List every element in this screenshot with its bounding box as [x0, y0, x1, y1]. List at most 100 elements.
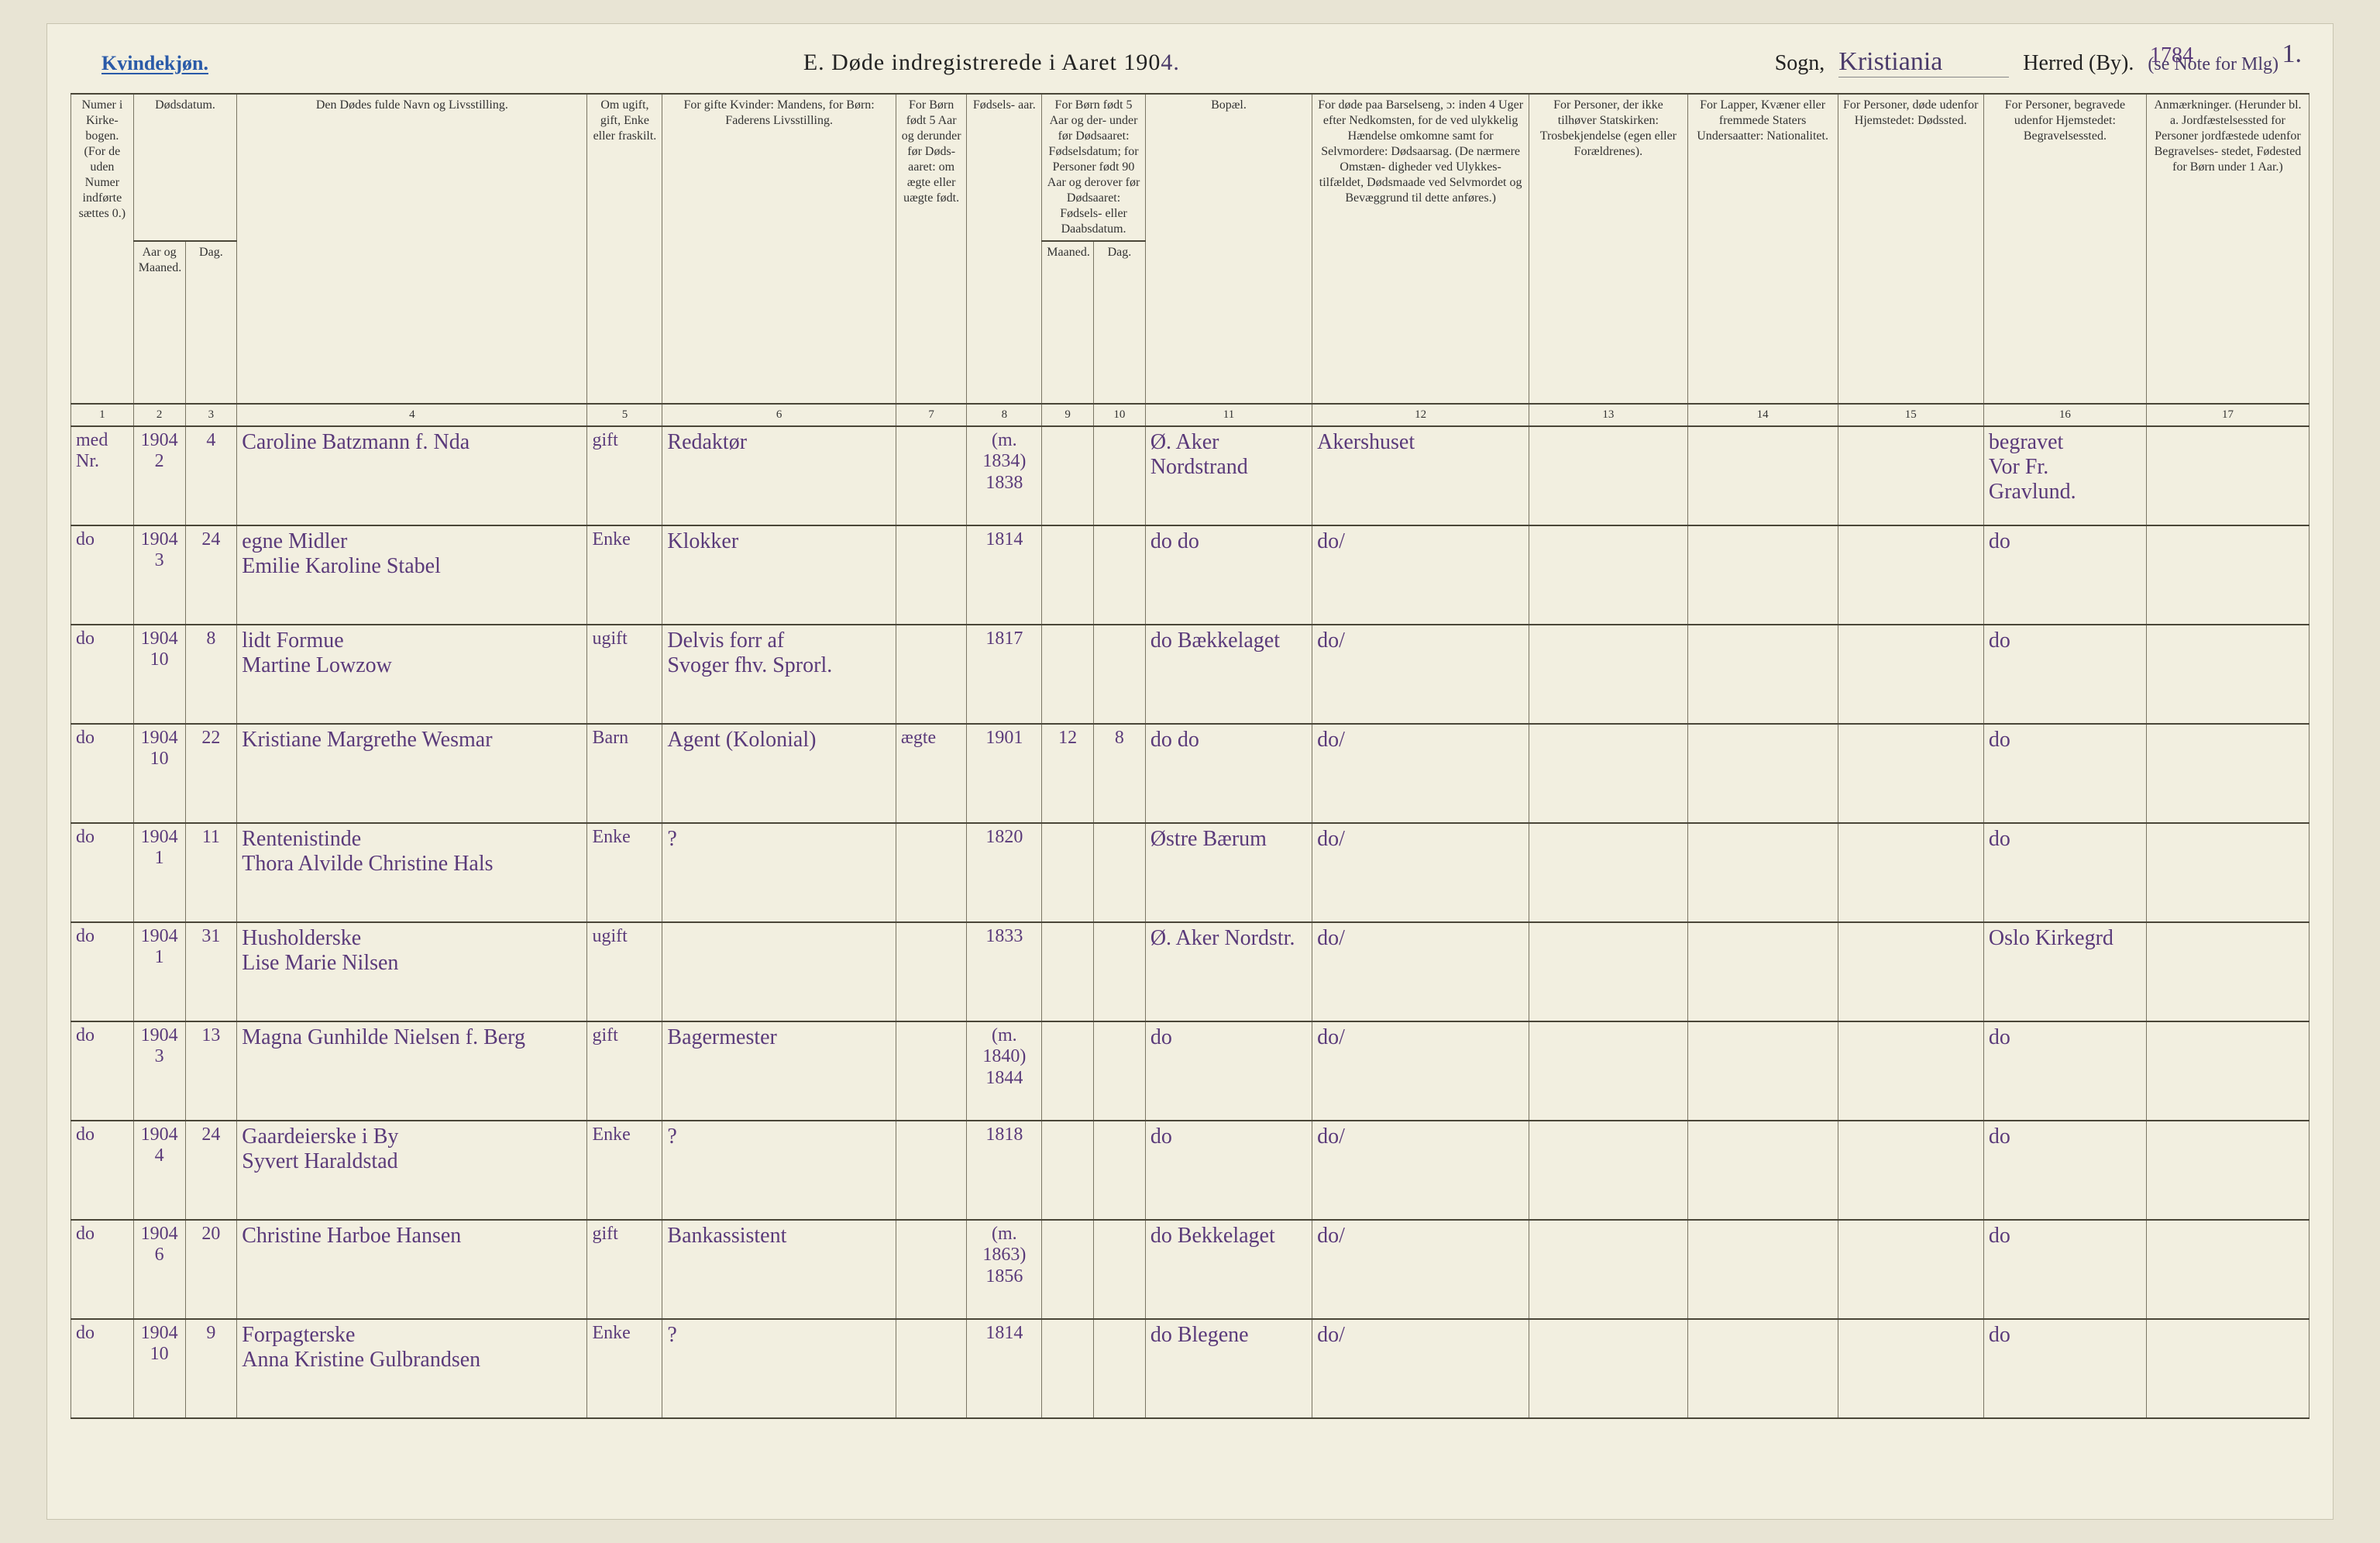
cell-c8: 1901: [967, 724, 1042, 823]
title-year-hand: 4.: [1161, 50, 1180, 75]
sogn-value: Kristiania: [1838, 47, 2009, 77]
col-header-2: Aar og Maaned.: [133, 241, 185, 404]
cell-text: do: [76, 827, 95, 847]
herred-label: Herred (By).: [2023, 51, 2134, 76]
cell-c11: do Bekkelaget: [1145, 1220, 1312, 1319]
cell-c16: do: [1983, 1319, 2146, 1418]
cell-text: do: [1989, 529, 2010, 553]
cell-c1: do: [71, 525, 134, 625]
cell-text: 11: [202, 827, 220, 847]
cell-c13: [1529, 823, 1688, 922]
cell-c17: [2146, 724, 2309, 823]
cell-text: do: [1989, 1125, 2010, 1149]
cell-text: 1818: [985, 1125, 1023, 1145]
col-header-14: For Lapper, Kvæner eller fremmede Stater…: [1687, 94, 1838, 404]
cell-text: 1904 6: [141, 1224, 178, 1266]
cell-text: (m. 1840) 1844: [982, 1025, 1026, 1088]
cell-text: Gaardeierske i By Syvert Haraldstad: [242, 1125, 398, 1173]
table-row: do1904 313Magna Gunhilde Nielsen f. Berg…: [71, 1021, 2309, 1121]
col-header-11: Bopæl.: [1145, 94, 1312, 404]
cell-c8: (m. 1840) 1844: [967, 1021, 1042, 1121]
cell-c3: 22: [185, 724, 237, 823]
cell-c6: Delvis forr af Svoger fhv. Sprorl.: [662, 625, 896, 724]
colnum-16: 16: [1983, 404, 2146, 426]
colnum-13: 13: [1529, 404, 1688, 426]
cell-c4: egne Midler Emilie Karoline Stabel: [237, 525, 587, 625]
cell-c15: [1838, 823, 1983, 922]
col-header-12: For døde paa Barselseng, ɔ: inden 4 Uger…: [1312, 94, 1529, 404]
cell-c7: [896, 625, 967, 724]
cell-c3: 4: [185, 426, 237, 525]
cell-c8: (m. 1834) 1838: [967, 426, 1042, 525]
cell-text: do: [1989, 629, 2010, 653]
cell-text: (m. 1834) 1838: [982, 430, 1026, 493]
cell-text: do: [76, 529, 95, 549]
cell-text: 1904 4: [141, 1125, 178, 1166]
table-row: med Nr.1904 24Caroline Batzmann f. Ndagi…: [71, 426, 2309, 525]
cell-c13: [1529, 1021, 1688, 1121]
col-header-5: Om ugift, gift, Enke eller fraskilt.: [587, 94, 662, 404]
cell-text: do: [76, 926, 95, 946]
cell-c17: [2146, 1021, 2309, 1121]
cell-c6: Bagermester: [662, 1021, 896, 1121]
cell-text: 1904 2: [141, 430, 178, 472]
cell-text: do/: [1317, 529, 1345, 553]
cell-text: 8: [206, 629, 215, 649]
colnum-15: 15: [1838, 404, 1983, 426]
cell-c12: do/: [1312, 1121, 1529, 1220]
colnum-7: 7: [896, 404, 967, 426]
cell-c8: 1820: [967, 823, 1042, 922]
cell-c9: [1042, 426, 1094, 525]
cell-c11: do do: [1145, 525, 1312, 625]
cell-text: Kristiane Margrethe Wesmar: [242, 728, 492, 752]
cell-text: do Bækkelaget: [1150, 629, 1280, 653]
col-header-birthdate: For Børn født 5 Aar og der- under før Dø…: [1042, 94, 1146, 241]
cell-c15: [1838, 1220, 1983, 1319]
cell-text: gift: [592, 430, 617, 450]
cell-c12: do/: [1312, 1319, 1529, 1418]
cell-c16: do: [1983, 1220, 2146, 1319]
cell-c14: [1687, 525, 1838, 625]
cell-c8: 1814: [967, 525, 1042, 625]
cell-text: 20: [201, 1224, 220, 1244]
colnum-4: 4: [237, 404, 587, 426]
cell-c7: ægte: [896, 724, 967, 823]
cell-text: ?: [667, 827, 676, 851]
cell-text: do: [76, 1323, 95, 1343]
cell-text: Enke: [592, 827, 630, 847]
col-header-7: For Børn født 5 Aar og derunder før Døds…: [896, 94, 967, 404]
cell-c15: [1838, 426, 1983, 525]
cell-c4: Magna Gunhilde Nielsen f. Berg: [237, 1021, 587, 1121]
cell-c16: do: [1983, 625, 2146, 724]
table-row: do1904 108lidt Formue Martine Lowzowugif…: [71, 625, 2309, 724]
cell-c2: 1904 1: [133, 823, 185, 922]
sogn-label: Sogn,: [1775, 51, 1825, 76]
cell-c17: [2146, 823, 2309, 922]
cell-text: 22: [201, 728, 220, 748]
cell-text: Enke: [592, 529, 630, 549]
col-header-3: Dag.: [185, 241, 237, 404]
cell-text: (m. 1863) 1856: [982, 1224, 1026, 1286]
cell-text: 1814: [985, 1323, 1023, 1343]
cell-c9: [1042, 525, 1094, 625]
cell-text: Magna Gunhilde Nielsen f. Berg: [242, 1025, 525, 1049]
cell-text: 1814: [985, 529, 1023, 549]
col-header-6: For gifte Kvinder: Mandens, for Børn: Fa…: [662, 94, 896, 404]
cell-text: ugift: [592, 629, 627, 649]
cell-c12: do/: [1312, 625, 1529, 724]
colnum-6: 6: [662, 404, 896, 426]
cell-text: med Nr.: [76, 430, 108, 472]
cell-c14: [1687, 1121, 1838, 1220]
cell-c10: 8: [1094, 724, 1146, 823]
cell-c8: 1818: [967, 1121, 1042, 1220]
cell-text: do/: [1317, 1224, 1345, 1248]
cell-c1: do: [71, 1319, 134, 1418]
cell-text: 1820: [985, 827, 1023, 847]
cell-text: 24: [201, 529, 220, 549]
colnum-17: 17: [2146, 404, 2309, 426]
cell-text: 1904 10: [141, 1323, 178, 1365]
cell-text: Delvis forr af Svoger fhv. Sprorl.: [667, 629, 832, 677]
col-header-1: Numer i Kirke- bogen. (For de uden Numer…: [71, 94, 134, 404]
colnum-1: 1: [71, 404, 134, 426]
cell-text: Klokker: [667, 529, 738, 553]
